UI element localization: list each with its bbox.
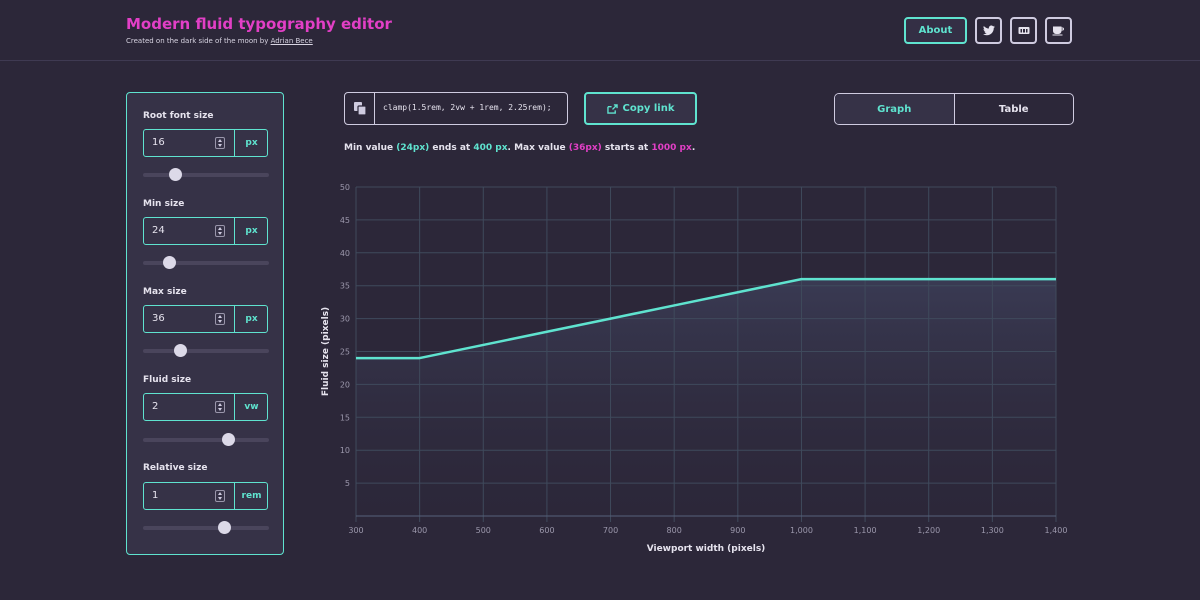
summary-text: Min value (344, 143, 394, 153)
fluid-size-input[interactable]: 2 (152, 401, 159, 412)
relative-size-label: Relative size (143, 463, 208, 473)
controls-panel: Root font size 16 px Min size 24 px Max … (126, 92, 284, 555)
x-axis-label: Viewport width (pixels) (647, 544, 766, 554)
slider-thumb[interactable] (162, 256, 176, 269)
min-size-input[interactable]: 24 (152, 225, 165, 236)
relative-size-slider[interactable] (143, 521, 269, 534)
tab-graph[interactable]: Graph (835, 94, 955, 124)
min-size-slider[interactable] (143, 256, 269, 269)
fluid-size-chart: 5 10 15 20 25 30 35 40 45 50 300 400 500 600 700 800 900… (321, 183, 1068, 554)
summary-text: . Max value (507, 143, 566, 153)
root-font-size-unit[interactable]: px (234, 130, 268, 156)
fluid-size-field[interactable]: 2 vw (143, 393, 268, 421)
y-tick-label: 10 (340, 446, 350, 455)
y-tick-label: 5 (345, 479, 350, 488)
min-end-text: 400 px (473, 143, 508, 153)
page-subtitle: Created on the dark side of the moon by … (126, 37, 313, 45)
summary-text: ends at (432, 143, 471, 153)
y-tick-label: 50 (340, 183, 350, 192)
copy-icon (353, 102, 367, 116)
min-size-field[interactable]: 24 px (143, 217, 268, 245)
relative-size-field[interactable]: 1 rem (143, 482, 268, 510)
chart-area-fill (356, 279, 1056, 516)
y-tick-label: 30 (340, 315, 350, 324)
share-icon (606, 103, 618, 114)
x-tick-label: 800 (667, 526, 682, 535)
root-font-size-slider[interactable] (143, 168, 269, 181)
x-tick-label: 1,100 (854, 526, 877, 535)
min-value-text: (24px) (396, 143, 430, 153)
clamp-output[interactable]: clamp(1.5rem, 2vw + 1rem, 2.25rem); (344, 92, 568, 125)
max-size-spinner[interactable] (215, 313, 225, 325)
summary-text: starts at (604, 143, 649, 153)
github-button[interactable] (1010, 17, 1037, 44)
min-size-label: Min size (143, 199, 185, 209)
tab-table[interactable]: Table (998, 103, 1029, 115)
min-size-spinner[interactable] (215, 225, 225, 237)
x-tick-label: 1,200 (917, 526, 940, 535)
fluid-size-slider[interactable] (143, 433, 269, 446)
max-size-slider[interactable] (143, 344, 269, 357)
author-link[interactable]: Adrian Bece (270, 37, 313, 45)
y-tick-label: 45 (340, 216, 350, 225)
y-tick-label: 40 (340, 249, 350, 258)
x-tick-label: 1,400 (1045, 526, 1068, 535)
slider-thumb[interactable] (174, 344, 188, 357)
copy-link-button[interactable]: Copy link (584, 92, 697, 125)
view-toggle: Graph Table (834, 93, 1074, 125)
y-tick-label: 20 (340, 380, 350, 389)
github-icon (1018, 27, 1029, 34)
x-tick-label: 500 (476, 526, 491, 535)
x-tick-label: 900 (730, 526, 745, 535)
clamp-code[interactable]: clamp(1.5rem, 2vw + 1rem, 2.25rem); (383, 103, 552, 112)
max-start-text: 1000 px (651, 143, 692, 153)
fluid-size-unit[interactable]: vw (234, 394, 268, 420)
y-tick-label: 25 (340, 348, 350, 357)
x-tick-label: 400 (412, 526, 427, 535)
root-font-size-field[interactable]: 16 px (143, 129, 268, 157)
app-header: Modern fluid typography editor Created o… (0, 0, 1200, 61)
min-size-unit[interactable]: px (234, 218, 268, 244)
slider-thumb[interactable] (222, 433, 236, 446)
max-size-unit[interactable]: px (234, 306, 268, 332)
twitter-button[interactable] (975, 17, 1002, 44)
y-tick-label: 15 (340, 413, 350, 422)
copy-link-label: Copy link (622, 103, 675, 114)
coffee-button[interactable] (1045, 17, 1072, 44)
subtitle-text: Created on the dark side of the moon by (126, 37, 269, 45)
range-summary: Min value (24px) ends at 400 px. Max val… (344, 143, 695, 153)
max-size-input[interactable]: 36 (152, 313, 165, 324)
x-tick-label: 600 (539, 526, 554, 535)
y-tick-label: 35 (340, 282, 350, 291)
summary-text: . (691, 143, 696, 153)
x-tick-label: 300 (348, 526, 363, 535)
root-font-size-input[interactable]: 16 (152, 137, 165, 148)
relative-size-input[interactable]: 1 (152, 490, 159, 501)
slider-thumb[interactable] (218, 521, 232, 534)
max-size-label: Max size (143, 287, 187, 297)
y-axis-label: Fluid size (pixels) (321, 307, 331, 396)
x-tick-label: 1,300 (981, 526, 1004, 535)
about-button[interactable]: About (904, 17, 967, 44)
copy-code-button[interactable] (345, 93, 375, 124)
relative-size-spinner[interactable] (215, 490, 225, 502)
relative-size-unit[interactable]: rem (234, 483, 268, 509)
max-size-field[interactable]: 36 px (143, 305, 268, 333)
slider-thumb[interactable] (169, 168, 183, 181)
twitter-icon (982, 25, 995, 36)
x-tick-label: 1,000 (790, 526, 813, 535)
series-line (356, 277, 1056, 360)
fluid-size-label: Fluid size (143, 375, 192, 385)
coffee-icon (1052, 26, 1064, 36)
root-font-size-spinner[interactable] (215, 137, 225, 149)
max-value-text: (36px) (568, 143, 602, 153)
root-font-size-label: Root font size (143, 111, 214, 121)
x-tick-label: 700 (603, 526, 618, 535)
page-title: Modern fluid typography editor (126, 15, 392, 33)
fluid-size-spinner[interactable] (215, 401, 225, 413)
